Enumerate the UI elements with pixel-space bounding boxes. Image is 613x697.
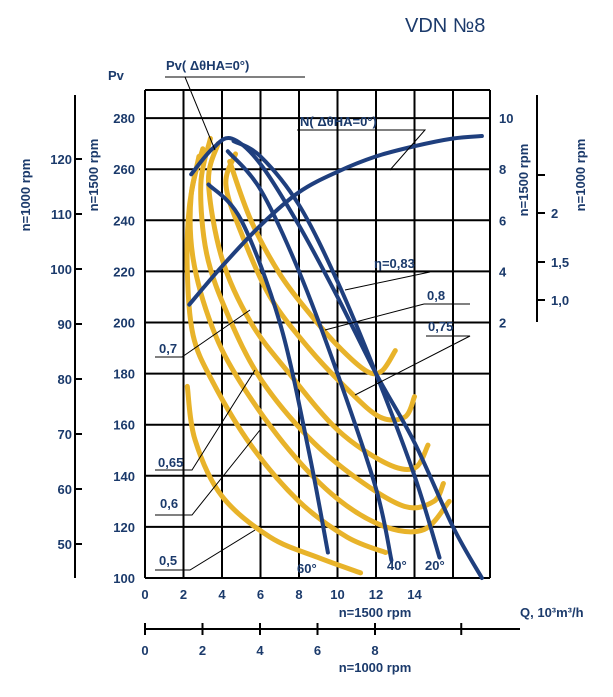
annotations: Pv( ΔθНА=0°) N( ΔθНА=0°) η=0,83 0,8 0,75 0,7 0… <box>155 58 471 576</box>
axis-label-right-1000: n=1000 rpm <box>573 139 588 212</box>
tick-right-1500-4: 4 <box>499 264 507 279</box>
tick-left-1500-70: 70 <box>58 427 72 442</box>
label-eff-07: 0,7 <box>159 341 177 356</box>
axis-label-x-1500: n=1500 rpm <box>339 605 412 620</box>
leader-06 <box>155 429 261 516</box>
tick-left-1500-110: 110 <box>51 207 72 222</box>
leader-07 <box>155 309 251 358</box>
tick-pv-260: 260 <box>113 162 135 177</box>
leader-08b <box>324 303 425 331</box>
series-40 <box>225 149 394 563</box>
series-0-5 <box>184 383 364 576</box>
series-0-75 <box>205 141 431 472</box>
leader-083 <box>344 271 431 291</box>
tick-x-1000-4: 4 <box>256 643 264 658</box>
tick-pv-240: 240 <box>113 213 135 228</box>
series-0-65 <box>187 146 452 535</box>
series-0-7 <box>198 136 446 511</box>
label-angle-40: 40° <box>387 558 407 573</box>
series-pv-0 <box>189 135 484 580</box>
tick-left-1500-80: 80 <box>58 372 72 387</box>
tick-right-1000-1,0: 1,0 <box>551 293 569 308</box>
tick-x-1500-2: 2 <box>180 587 187 602</box>
label-eff-08: 0,8 <box>427 288 445 303</box>
tick-x-1500-4: 4 <box>218 587 226 602</box>
series-20 <box>231 139 442 560</box>
axis-label-left-1500: n=1500 rpm <box>86 139 101 212</box>
tick-x-1500-6: 6 <box>257 587 264 602</box>
tick-x-1500-12: 12 <box>369 587 383 602</box>
tick-right-1500-8: 8 <box>499 162 506 177</box>
axis-label-q: Q, 10³m³/h <box>520 605 584 620</box>
tick-left-1500-100: 100 <box>50 262 72 277</box>
label-pv-curve: Pv( ΔθНА=0°) <box>166 58 249 73</box>
label-eff-065: 0,65 <box>158 455 183 470</box>
label-eff-075: 0,75 <box>428 319 453 334</box>
tick-right-1500-6: 6 <box>499 213 506 228</box>
label-eff-083: η=0,83 <box>374 256 415 271</box>
curves <box>184 134 484 580</box>
tick-pv-100: 100 <box>113 571 135 586</box>
tick-labels: 100120140160180200220240260280Pv50607080… <box>18 68 588 675</box>
chart-title: VDN №8 <box>405 15 485 37</box>
axis-label-left-1000: n=1000 rpm <box>18 159 33 232</box>
tick-pv-200: 200 <box>113 316 135 331</box>
leader-065 <box>155 369 256 471</box>
leader-n <box>297 129 427 171</box>
series-0-6 <box>184 153 389 555</box>
series-0-8 <box>223 151 417 423</box>
leader-pv-diag <box>184 76 216 151</box>
label-eff-06: 0,6 <box>160 496 178 511</box>
tick-left-1500-90: 90 <box>58 317 72 332</box>
tick-pv-220: 220 <box>113 264 135 279</box>
tick-right-1000-2: 2 <box>551 206 558 221</box>
tick-x-1000-8: 8 <box>371 643 378 658</box>
tick-right-1500-10: 10 <box>499 111 513 126</box>
axis-label-right-1500: n=1500 rpm <box>516 144 531 217</box>
tick-left-1500-120: 120 <box>50 152 72 167</box>
tick-x-1500-0: 0 <box>141 587 148 602</box>
tick-x-1000-2: 2 <box>199 643 206 658</box>
tick-x-1000-6: 6 <box>314 643 321 658</box>
tick-left-1500-50: 50 <box>58 537 72 552</box>
tick-x-1500-14: 14 <box>407 587 422 602</box>
series-n-0 <box>187 134 484 307</box>
tick-x-1000-0: 0 <box>141 643 148 658</box>
tick-pv-120: 120 <box>113 520 135 535</box>
axis-label-x-1000: n=1000 rpm <box>339 660 412 675</box>
label-n-curve: N( ΔθНА=0°) <box>300 114 377 129</box>
series-60 <box>206 182 330 555</box>
tick-pv-160: 160 <box>113 418 135 433</box>
tick-right-1500-2: 2 <box>499 316 506 331</box>
leader-075 <box>354 335 471 396</box>
tick-x-1500-10: 10 <box>330 587 344 602</box>
axis-label-pv: Pv <box>108 68 125 83</box>
label-eff-05: 0,5 <box>159 553 177 568</box>
tick-pv-140: 140 <box>113 469 135 484</box>
leader-05 <box>155 529 256 571</box>
tick-pv-280: 280 <box>113 111 135 126</box>
axes <box>74 95 545 635</box>
label-angle-20: 20° <box>425 558 445 573</box>
tick-right-1000-1,5: 1,5 <box>551 255 569 270</box>
tick-left-1500-60: 60 <box>58 482 72 497</box>
tick-x-1500-8: 8 <box>295 587 302 602</box>
tick-pv-180: 180 <box>113 367 135 382</box>
label-angle-60: 60° <box>297 561 317 576</box>
